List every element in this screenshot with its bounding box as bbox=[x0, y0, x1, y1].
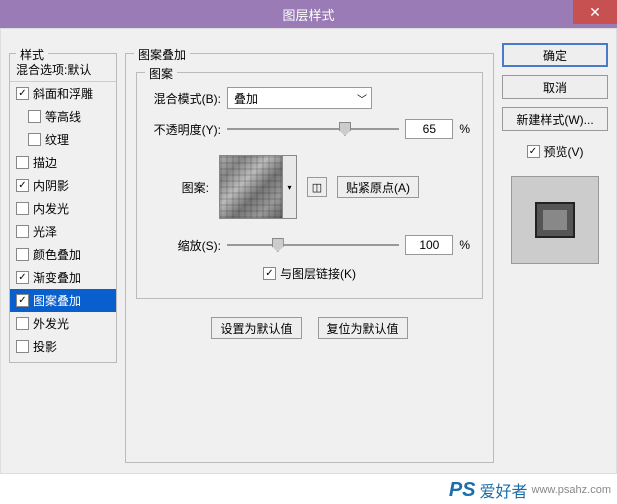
style-item[interactable]: 内发光 bbox=[10, 197, 116, 220]
link-row: 与图层链接(K) bbox=[149, 265, 470, 282]
style-item[interactable]: 外发光 bbox=[10, 312, 116, 335]
styles-fieldset: 样式 混合选项:默认 斜面和浮雕等高线纹理描边内阴影内发光光泽颜色叠加渐变叠加图… bbox=[9, 53, 117, 363]
pattern-swatch bbox=[219, 155, 283, 219]
blend-mode-select[interactable]: 叠加 ﹀ bbox=[227, 87, 372, 109]
style-item[interactable]: 描边 bbox=[10, 151, 116, 174]
style-item[interactable]: 等高线 bbox=[10, 105, 116, 128]
link-checkbox[interactable] bbox=[263, 267, 276, 280]
reset-default-button[interactable]: 复位为默认值 bbox=[318, 317, 408, 339]
panel-title: 图案叠加 bbox=[134, 46, 190, 63]
style-label: 内发光 bbox=[33, 200, 69, 217]
main-panel: 图案叠加 图案 混合模式(B): 叠加 ﹀ 不透明度(Y): 65 % 图案: bbox=[125, 53, 494, 463]
style-checkbox[interactable] bbox=[16, 340, 29, 353]
title-bar: 图层样式 ✕ bbox=[0, 0, 617, 28]
chevron-down-icon: ﹀ bbox=[357, 91, 367, 106]
new-style-button[interactable]: 新建样式(W)... bbox=[502, 107, 608, 131]
snap-origin-button[interactable]: 贴紧原点(A) bbox=[337, 176, 419, 198]
style-label: 外发光 bbox=[33, 315, 69, 332]
style-item[interactable]: 图案叠加 bbox=[10, 289, 116, 312]
opacity-slider[interactable] bbox=[227, 128, 399, 130]
scale-slider[interactable] bbox=[227, 244, 399, 246]
style-checkbox[interactable] bbox=[16, 179, 29, 192]
preview-row: 预览(V) bbox=[502, 143, 608, 160]
style-checkbox[interactable] bbox=[16, 294, 29, 307]
style-checkbox[interactable] bbox=[16, 271, 29, 284]
watermark: PS 爱好者 www.psahz.com bbox=[449, 478, 611, 502]
slider-thumb[interactable] bbox=[339, 122, 351, 136]
style-label: 颜色叠加 bbox=[33, 246, 81, 263]
style-checkbox[interactable] bbox=[16, 202, 29, 215]
style-label: 描边 bbox=[33, 154, 57, 171]
blend-mode-row: 混合模式(B): 叠加 ﹀ bbox=[149, 87, 470, 109]
style-checkbox[interactable] bbox=[16, 87, 29, 100]
style-checkbox[interactable] bbox=[28, 110, 41, 123]
style-label: 渐变叠加 bbox=[33, 269, 81, 286]
create-pattern-icon[interactable]: ◫ bbox=[307, 177, 327, 197]
cancel-button[interactable]: 取消 bbox=[502, 75, 608, 99]
style-item[interactable]: 斜面和浮雕 bbox=[10, 82, 116, 105]
style-checkbox[interactable] bbox=[16, 225, 29, 238]
pattern-picker[interactable]: ▾ bbox=[219, 155, 297, 219]
scale-input[interactable]: 100 bbox=[405, 235, 453, 255]
scale-row: 缩放(S): 100 % bbox=[149, 235, 470, 255]
style-label: 光泽 bbox=[33, 223, 57, 240]
blend-options-label: 混合选项:默认 bbox=[16, 61, 91, 78]
style-item[interactable]: 纹理 bbox=[10, 128, 116, 151]
chevron-down-icon: ▾ bbox=[283, 155, 297, 219]
style-label: 内阴影 bbox=[33, 177, 69, 194]
style-item[interactable]: 内阴影 bbox=[10, 174, 116, 197]
styles-column: 样式 混合选项:默认 斜面和浮雕等高线纹理描边内阴影内发光光泽颜色叠加渐变叠加图… bbox=[9, 39, 117, 463]
style-checkbox[interactable] bbox=[28, 133, 41, 146]
style-label: 投影 bbox=[33, 338, 57, 355]
close-button[interactable]: ✕ bbox=[573, 0, 617, 24]
blend-mode-value: 叠加 bbox=[234, 90, 258, 107]
scale-unit: % bbox=[459, 238, 470, 252]
right-column: 确定 取消 新建样式(W)... 预览(V) bbox=[502, 39, 608, 463]
dialog-body: 样式 混合选项:默认 斜面和浮雕等高线纹理描边内阴影内发光光泽颜色叠加渐变叠加图… bbox=[0, 28, 617, 474]
style-label: 图案叠加 bbox=[33, 292, 81, 309]
style-item[interactable]: 投影 bbox=[10, 335, 116, 358]
style-label: 等高线 bbox=[45, 108, 81, 125]
opacity-unit: % bbox=[459, 122, 470, 136]
opacity-input[interactable]: 65 bbox=[405, 119, 453, 139]
styles-list: 混合选项:默认 斜面和浮雕等高线纹理描边内阴影内发光光泽颜色叠加渐变叠加图案叠加… bbox=[10, 54, 116, 362]
slider-thumb[interactable] bbox=[272, 238, 284, 252]
watermark-logo: PS bbox=[449, 479, 476, 502]
default-buttons-row: 设置为默认值 复位为默认值 bbox=[136, 317, 483, 339]
preview-thumbnail bbox=[511, 176, 599, 264]
style-item[interactable]: 渐变叠加 bbox=[10, 266, 116, 289]
link-label: 与图层链接(K) bbox=[280, 265, 356, 282]
group-title: 图案 bbox=[145, 65, 177, 82]
style-checkbox[interactable] bbox=[16, 317, 29, 330]
pattern-row: 图案: ▾ ◫ 贴紧原点(A) bbox=[149, 155, 470, 219]
opacity-label: 不透明度(Y): bbox=[149, 121, 221, 138]
opacity-row: 不透明度(Y): 65 % bbox=[149, 119, 470, 139]
preview-image bbox=[535, 202, 575, 238]
style-label: 纹理 bbox=[45, 131, 69, 148]
pattern-label: 图案: bbox=[149, 179, 209, 196]
style-item[interactable]: 颜色叠加 bbox=[10, 243, 116, 266]
style-checkbox[interactable] bbox=[16, 248, 29, 261]
style-label: 斜面和浮雕 bbox=[33, 85, 93, 102]
blend-mode-label: 混合模式(B): bbox=[149, 90, 221, 107]
window-title: 图层样式 bbox=[282, 5, 334, 24]
ok-button[interactable]: 确定 bbox=[502, 43, 608, 67]
style-checkbox[interactable] bbox=[16, 156, 29, 169]
set-default-button[interactable]: 设置为默认值 bbox=[211, 317, 301, 339]
pattern-group: 图案 混合模式(B): 叠加 ﹀ 不透明度(Y): 65 % 图案: bbox=[136, 72, 483, 299]
preview-label: 预览(V) bbox=[544, 143, 584, 160]
scale-label: 缩放(S): bbox=[149, 237, 221, 254]
preview-checkbox[interactable] bbox=[527, 145, 540, 158]
watermark-text: 爱好者 bbox=[480, 478, 528, 502]
watermark-url: www.psahz.com bbox=[532, 484, 611, 496]
style-item[interactable]: 光泽 bbox=[10, 220, 116, 243]
styles-header: 样式 bbox=[16, 46, 48, 63]
